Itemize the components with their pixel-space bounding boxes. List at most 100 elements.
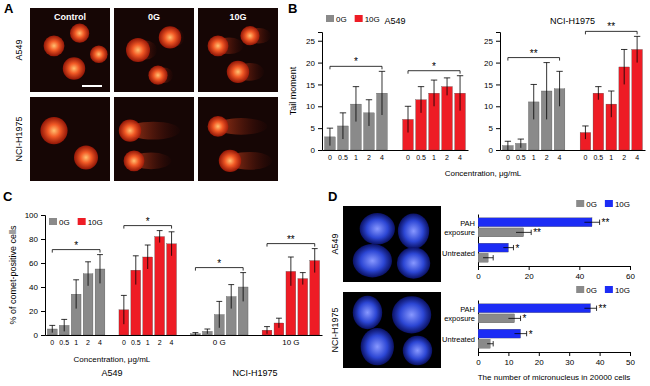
error-bar (543, 63, 549, 120)
y-tick-group: 20 (484, 59, 500, 68)
error-bar (340, 113, 346, 139)
x-axis-line (479, 267, 631, 271)
plot: 051015202500.5124**00.5124**NCI-H1975 (484, 16, 645, 161)
legend-label: 0G (59, 218, 70, 227)
y-axis: 0510152025 (484, 33, 500, 156)
x-tick (579, 266, 580, 270)
y-tick (318, 41, 322, 42)
y-tick (496, 84, 500, 85)
error-bar (216, 301, 222, 327)
error-bar (192, 333, 198, 335)
y-tick-label: PAHexposure (444, 219, 475, 237)
x-tick-label: 50 (626, 358, 635, 367)
micrograph-background (198, 8, 278, 92)
x-tick-label: 0 (406, 154, 410, 161)
x-axis: 01020304050 (476, 352, 635, 367)
error-bar (73, 280, 79, 309)
significance-label: ** (287, 234, 295, 245)
legend-swatch (605, 200, 613, 207)
comet-head (63, 57, 85, 79)
x-tick (600, 352, 601, 356)
x-tick-label: 1 (146, 339, 150, 346)
y-tick-label: 10 (484, 102, 493, 111)
y-tick (496, 63, 500, 64)
error-bar (584, 306, 596, 311)
plot: 02040608010000.5124*00.5124*0 G*10 G**A5… (8, 211, 323, 378)
comet-head (208, 35, 229, 56)
y-axis: 020406080100 (25, 211, 46, 340)
x-tick-label: 4 (380, 154, 384, 161)
x-tick-label: 60 (626, 272, 635, 281)
bar (167, 244, 177, 335)
x-tick (478, 352, 479, 356)
bars (478, 218, 600, 262)
micrograph-background (30, 97, 110, 181)
group-label: A549 (101, 368, 122, 378)
y-tick (318, 84, 322, 85)
legend-swatch (576, 200, 584, 207)
x-axis (323, 150, 469, 151)
micrograph (114, 8, 194, 92)
x-axis: 0204060 (476, 266, 635, 281)
legend-swatch (576, 286, 584, 293)
significance-label: * (217, 258, 221, 269)
error-bar (353, 87, 359, 122)
x-tick-label: 4 (170, 339, 174, 346)
y-tick-label: 10 (306, 102, 315, 111)
y-tick-group: 10 (306, 102, 322, 111)
x-tick-label: 0.5 (131, 339, 141, 346)
x-tick-label: 0.5 (59, 339, 69, 346)
y-tick-group: 60 (29, 259, 45, 268)
significance-label: ** (533, 227, 541, 238)
significance-label: ** (602, 217, 610, 228)
error-bar (49, 325, 55, 332)
y-tick-label: 15 (306, 81, 315, 90)
comet-head (44, 35, 65, 56)
y-tick-label: 20 (29, 307, 38, 316)
x-tick-label: 1 (609, 154, 613, 161)
y-tick-group: 100 (25, 211, 45, 220)
y-tick-group: 80 (29, 235, 45, 244)
y-tick (41, 287, 45, 288)
bar (478, 329, 521, 338)
legend: 0G10G (576, 200, 630, 209)
y-axis-line (318, 33, 323, 151)
legend-label: 10G (615, 200, 630, 209)
error-bar (240, 273, 246, 302)
nucleus (361, 328, 394, 365)
comet-head (148, 66, 167, 85)
legend-swatch (326, 15, 334, 22)
micrograph-background (343, 206, 441, 282)
x-tick-label: 1 (532, 154, 536, 161)
error-bar (431, 80, 437, 106)
x-tick-label: 1 (74, 339, 78, 346)
legend-swatch (355, 15, 363, 22)
row-label: NCI-H1975 (330, 307, 340, 352)
x-tick-group: 10 (504, 352, 513, 367)
group-label: A549 (384, 16, 405, 26)
bars (503, 36, 643, 150)
x-tick-label: 0.5 (593, 154, 603, 161)
x-tick-label: 2 (545, 154, 549, 161)
error-bar (300, 273, 306, 285)
comet-head (40, 117, 67, 144)
micrograph (30, 8, 110, 92)
legend-label: 0G (336, 15, 347, 24)
nucleus (403, 336, 432, 365)
x-tick-label: 0 (506, 154, 510, 161)
error-bar (228, 285, 234, 309)
x-axis-line (46, 335, 323, 336)
y-tick (496, 150, 500, 151)
micrograph-background (198, 97, 278, 181)
x-axis-title: Concentration, μg/mL (445, 169, 522, 178)
y-tick (496, 128, 500, 129)
x-tick-label: 40 (575, 272, 584, 281)
comet-head (219, 150, 241, 172)
nucleus (397, 247, 430, 278)
x-axis-title: Concentration, μg/mL (74, 355, 151, 364)
nucleus (360, 213, 395, 244)
x-tick-label: 0.5 (338, 154, 348, 161)
nucleus (398, 213, 429, 248)
significance-label: * (529, 329, 533, 340)
error-bar (418, 87, 424, 113)
